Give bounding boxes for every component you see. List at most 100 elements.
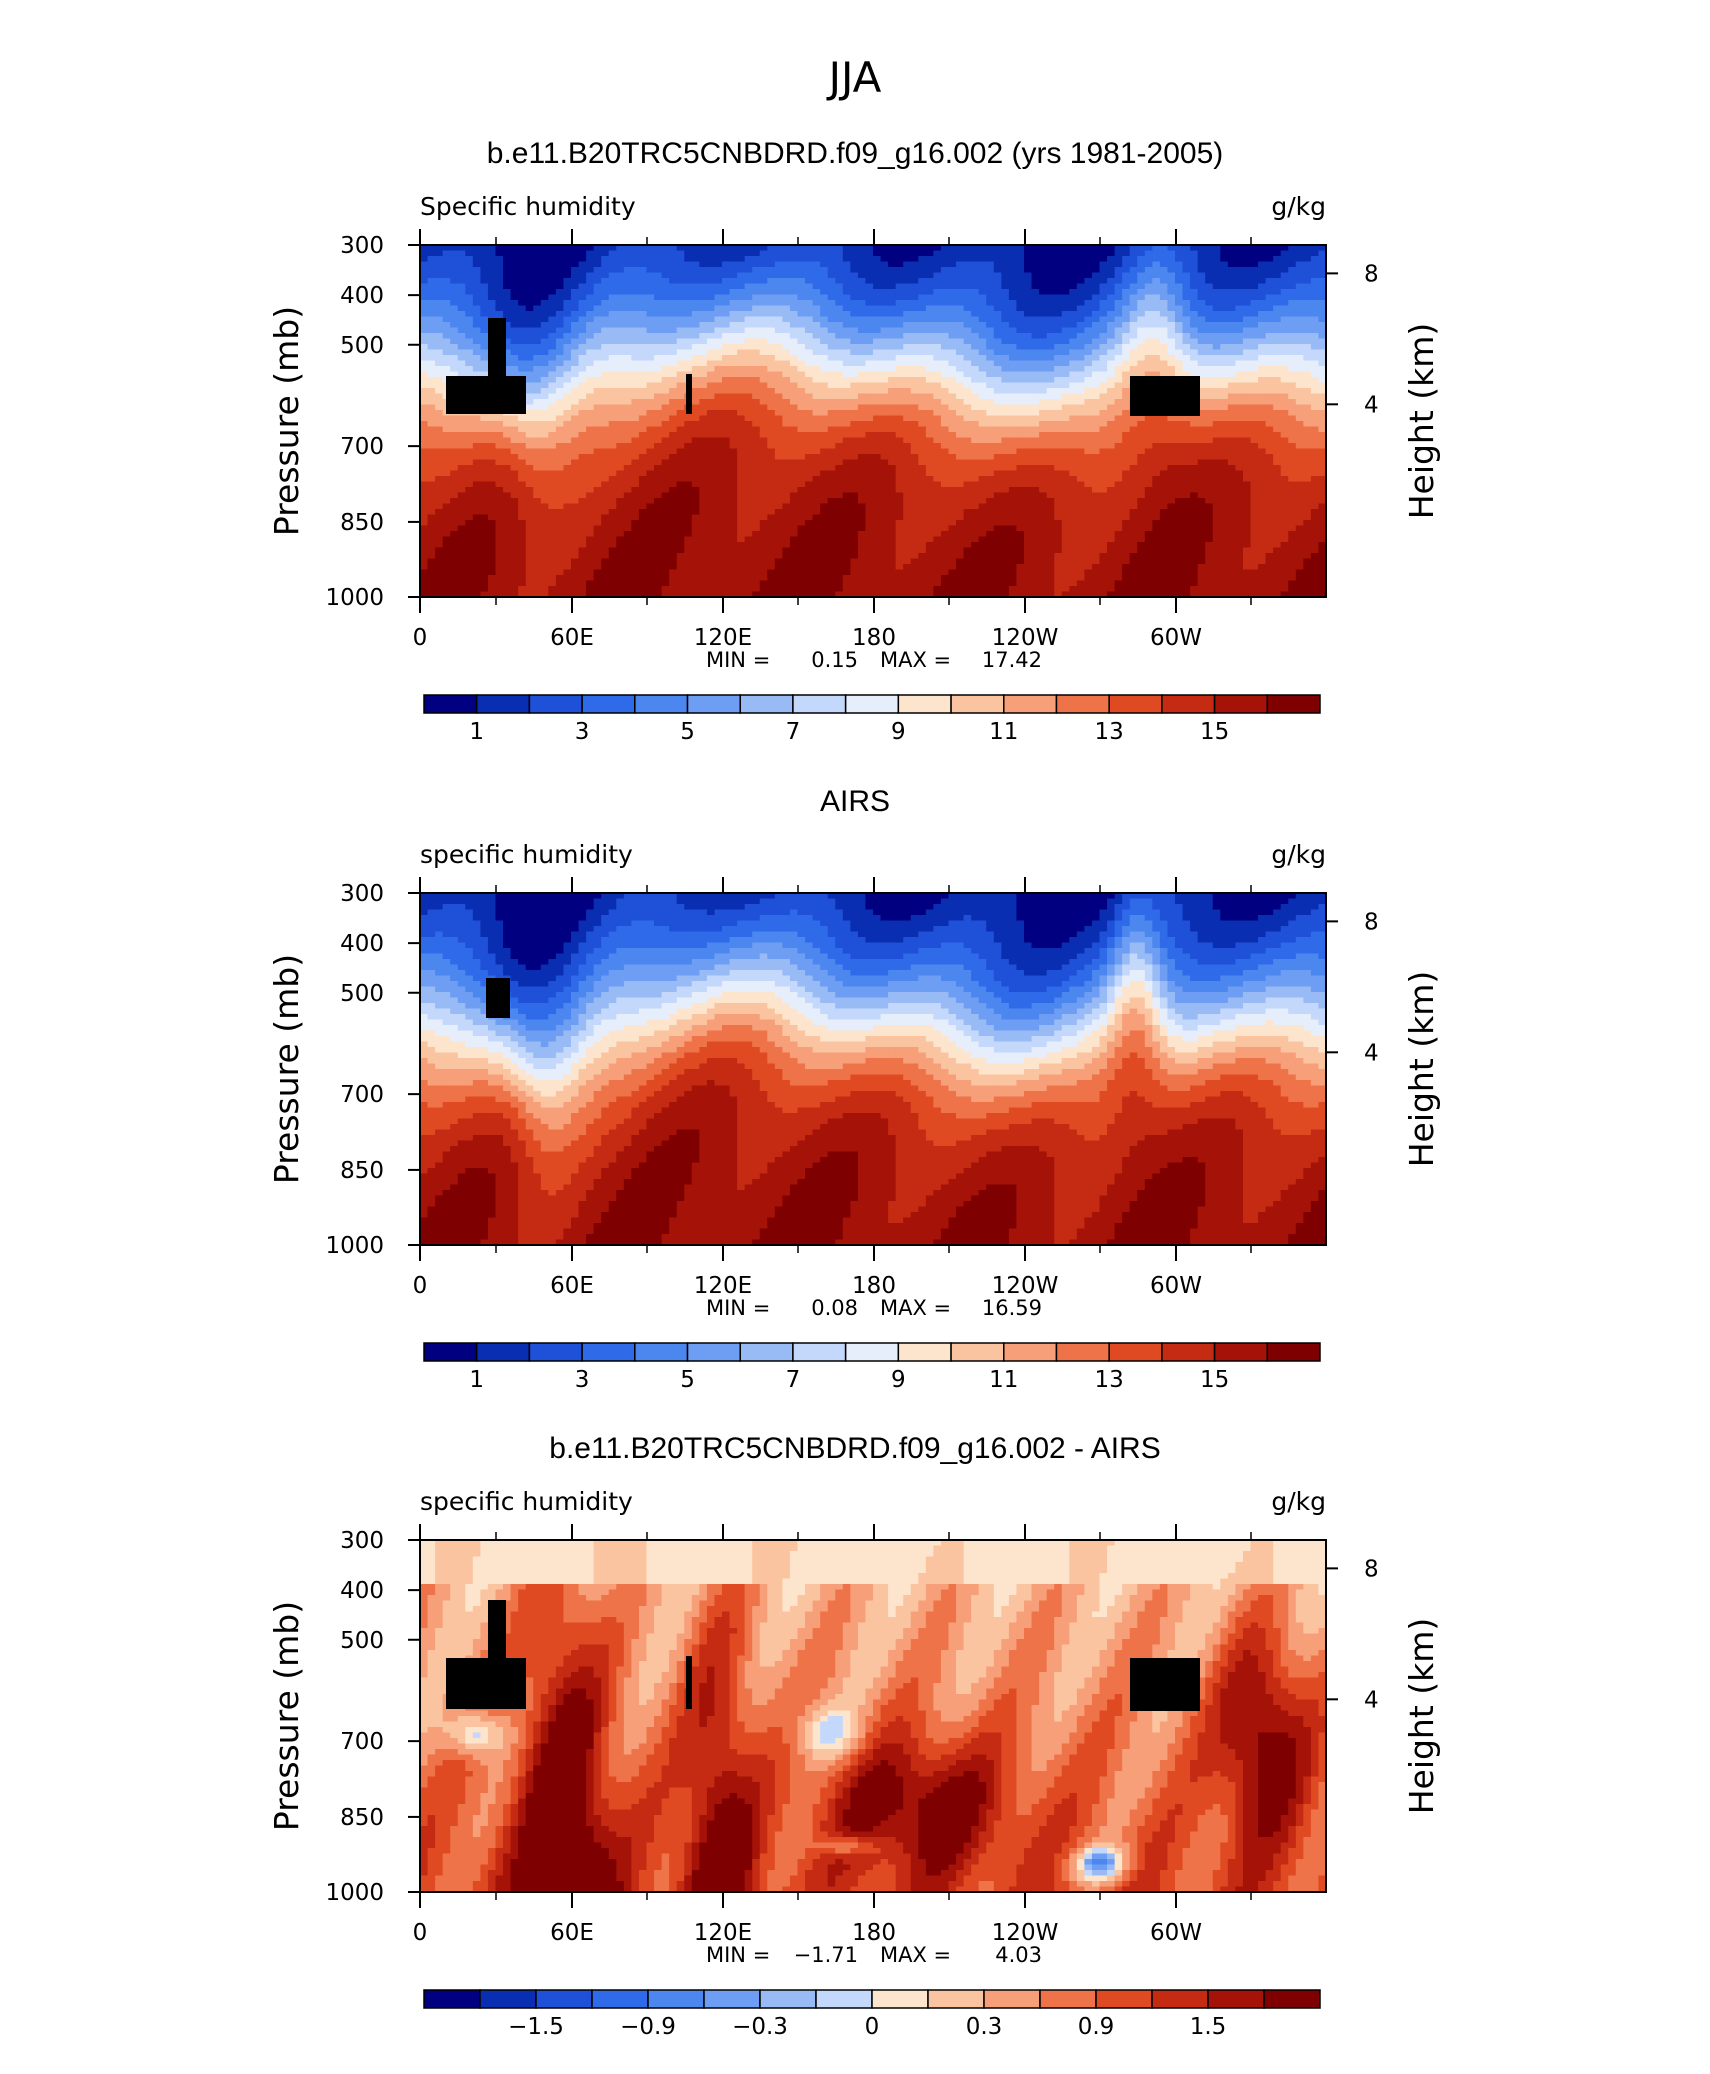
heatmap-cell — [1220, 454, 1229, 461]
heatmap-cell — [1076, 404, 1085, 411]
heatmap-cell — [895, 300, 904, 307]
heatmap-cell — [993, 426, 1002, 433]
heatmap-cell — [993, 250, 1002, 257]
heatmap-cell — [948, 355, 957, 362]
heatmap-cell — [1265, 377, 1274, 384]
heatmap-cell — [888, 245, 897, 252]
heatmap-cell — [948, 443, 957, 450]
heatmap-cell — [1137, 300, 1146, 307]
heatmap-cell — [903, 305, 912, 312]
heatmap-cell — [616, 278, 625, 285]
heatmap-cell — [759, 349, 768, 356]
heatmap-cell — [1054, 382, 1063, 389]
heatmap-cell — [1122, 327, 1131, 334]
heatmap-cell — [963, 404, 972, 411]
heatmap-cell — [940, 278, 950, 285]
heatmap-cell — [1280, 426, 1289, 433]
heatmap-cell — [1137, 432, 1146, 439]
heatmap-cell — [827, 393, 836, 400]
heatmap-cell — [608, 355, 617, 362]
heatmap-cell — [1303, 338, 1312, 345]
heatmap-cell — [956, 437, 965, 444]
heatmap-cell — [1099, 278, 1108, 285]
heatmap-cell — [782, 316, 791, 323]
heatmap-cell — [669, 399, 678, 406]
heatmap-cell — [774, 283, 783, 290]
heatmap-cell — [1303, 250, 1312, 257]
heatmap-cell — [1197, 300, 1206, 307]
heatmap-cell — [940, 432, 950, 439]
heatmap-cell — [457, 415, 466, 422]
heatmap-cell — [1001, 366, 1010, 373]
heatmap-cell — [1242, 426, 1252, 433]
heatmap-cell — [555, 454, 565, 461]
heatmap-cell — [1175, 305, 1184, 312]
heatmap-cell — [1046, 459, 1055, 466]
heatmap-cell — [669, 327, 678, 334]
heatmap-cell — [608, 371, 617, 378]
heatmap-cell — [767, 261, 776, 268]
heatmap-cell — [963, 437, 972, 444]
heatmap-cell — [714, 410, 723, 417]
heatmap-cell — [1159, 289, 1169, 296]
heatmap-cell — [1129, 421, 1138, 428]
heatmap-cell — [993, 311, 1002, 318]
heatmap-cell — [427, 256, 436, 263]
heatmap-cell — [1114, 261, 1123, 268]
heatmap-cell — [616, 393, 625, 400]
heatmap-cell — [1220, 333, 1229, 340]
heatmap-cell — [1318, 305, 1327, 312]
heatmap-cell — [646, 465, 655, 472]
heatmap-cell — [638, 443, 648, 450]
heatmap-cell — [601, 443, 610, 450]
heatmap-cell — [699, 465, 708, 472]
heatmap-cell — [971, 289, 980, 296]
heatmap-cell — [1220, 393, 1229, 400]
heatmap-cell — [767, 289, 776, 296]
heatmap-cell — [1242, 410, 1252, 417]
heatmap-cell — [978, 338, 987, 345]
heatmap-cell — [1197, 360, 1206, 367]
heatmap-cell — [940, 305, 950, 312]
heatmap-cell — [706, 366, 716, 373]
heatmap-cell — [654, 410, 663, 417]
heatmap-cell — [774, 311, 783, 318]
heatmap-cell — [1031, 355, 1040, 362]
heatmap-cell — [1250, 250, 1259, 257]
heatmap-cell — [1001, 437, 1010, 444]
heatmap-cell — [480, 360, 489, 367]
heatmap-cell — [744, 377, 753, 384]
heatmap-cell — [1061, 459, 1070, 466]
heatmap-cell — [457, 349, 466, 356]
heatmap-cell — [442, 338, 451, 345]
heatmap-cell — [676, 349, 685, 356]
heatmap-cell — [1288, 393, 1297, 400]
heatmap-cell — [427, 283, 436, 290]
heatmap-cell — [963, 355, 972, 362]
heatmap-cell — [676, 294, 685, 301]
heatmap-cell — [1235, 377, 1244, 384]
heatmap-cell — [744, 465, 753, 472]
heatmap-cell — [555, 272, 565, 279]
heatmap-cell — [487, 267, 497, 274]
heatmap-cell — [835, 421, 844, 428]
heatmap-cell — [699, 360, 708, 367]
heatmap-cell — [435, 377, 444, 384]
heatmap-cell — [948, 338, 957, 345]
heatmap-cell — [1310, 432, 1320, 439]
heatmap-cell — [608, 421, 617, 428]
heatmap-cell — [1054, 404, 1063, 411]
heatmap-cell — [888, 272, 897, 279]
heatmap-cell — [465, 448, 474, 455]
heatmap-cell — [563, 454, 572, 461]
heatmap-cell — [487, 300, 497, 307]
heatmap-cell — [978, 289, 987, 296]
heatmap-cell — [789, 377, 799, 384]
heatmap-cell — [623, 470, 632, 477]
heatmap-cell — [661, 349, 670, 356]
heatmap-cell — [850, 404, 859, 411]
heatmap-cell — [978, 465, 987, 472]
heatmap-cell — [593, 393, 602, 400]
heatmap-cell — [1008, 393, 1018, 400]
heatmap-cell — [1212, 311, 1221, 318]
